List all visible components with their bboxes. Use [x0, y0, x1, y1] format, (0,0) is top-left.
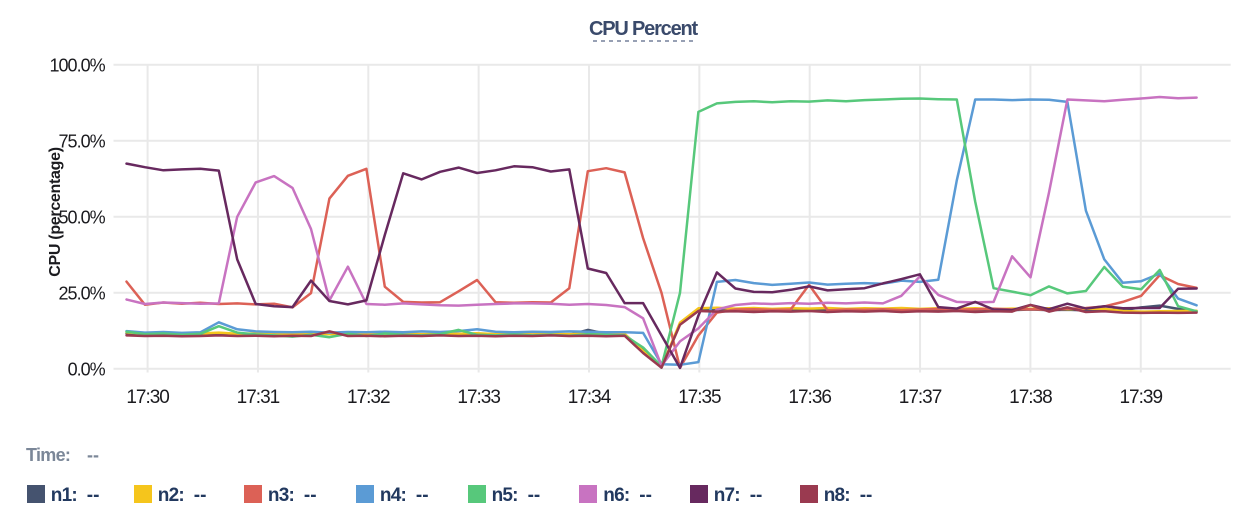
svg-text:CPU (percentage): CPU (percentage)	[47, 147, 64, 276]
svg-text:17:38: 17:38	[1009, 387, 1052, 408]
svg-text:17:34: 17:34	[568, 387, 612, 408]
svg-text:17:30: 17:30	[126, 387, 169, 408]
svg-text:50.0%: 50.0%	[59, 207, 106, 227]
svg-text:75.0%: 75.0%	[59, 131, 106, 151]
svg-text:17:36: 17:36	[788, 387, 831, 408]
svg-text:100.0%: 100.0%	[50, 55, 106, 75]
svg-text:17:37: 17:37	[899, 387, 942, 408]
svg-text:0.0%: 0.0%	[68, 359, 106, 379]
svg-text:17:32: 17:32	[347, 387, 390, 408]
svg-text:17:39: 17:39	[1119, 387, 1162, 408]
svg-text:25.0%: 25.0%	[59, 283, 106, 303]
svg-text:17:31: 17:31	[237, 387, 280, 408]
svg-text:17:33: 17:33	[457, 387, 500, 408]
svg-text:17:35: 17:35	[678, 387, 721, 408]
